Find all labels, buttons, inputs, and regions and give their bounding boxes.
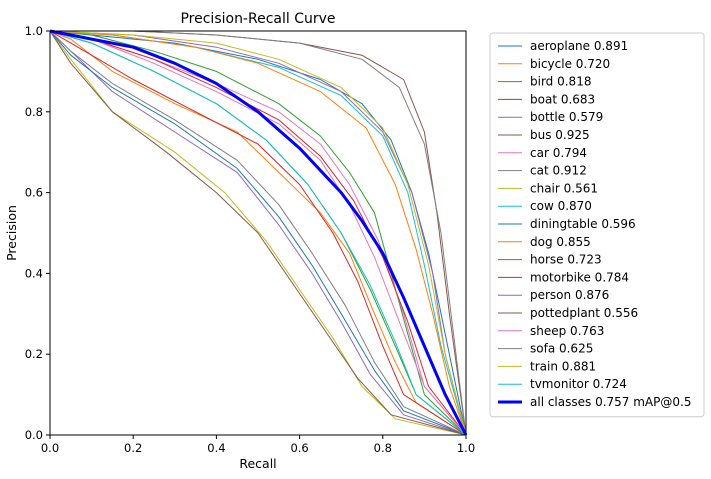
y-tick-label: 0.8 bbox=[25, 105, 43, 119]
legend-box bbox=[489, 32, 705, 418]
legend-entry: train 0.881 bbox=[530, 359, 596, 373]
series-line-14 bbox=[49, 30, 467, 436]
series-line-2 bbox=[49, 30, 467, 436]
x-tick-label: 0.2 bbox=[124, 441, 142, 455]
series-line-13 bbox=[49, 30, 467, 436]
series-line-1 bbox=[49, 30, 467, 436]
legend-entry: person 0.876 bbox=[530, 288, 609, 302]
legend-entry: tvmonitor 0.724 bbox=[530, 377, 627, 391]
legend-entry: aeroplane 0.891 bbox=[530, 39, 628, 53]
legend-entry: dog 0.855 bbox=[530, 235, 591, 249]
y-tick-label: 0.4 bbox=[25, 266, 43, 280]
series-line-17 bbox=[49, 30, 467, 436]
plot-frame bbox=[49, 30, 467, 436]
legend-entry: diningtable 0.596 bbox=[530, 217, 636, 231]
legend-entry: sheep 0.763 bbox=[530, 324, 604, 338]
series-line-11 bbox=[49, 30, 467, 436]
x-tick-label: 1.0 bbox=[457, 441, 475, 455]
series-line-4 bbox=[49, 30, 467, 436]
y-axis-label: Precision bbox=[4, 205, 19, 261]
y-tick-label: 1.0 bbox=[25, 24, 43, 38]
plot-area: 0.0 0.2 0.4 0.6 0.8 1.0 0.0 0.2 0.4 0.6 0.8 1.0 bbox=[25, 24, 475, 455]
legend-entry: motorbike 0.784 bbox=[530, 270, 629, 284]
y-tick-label: 0.2 bbox=[25, 347, 43, 361]
y-tick-label: 0.0 bbox=[25, 428, 43, 442]
series-line-7 bbox=[50, 30, 467, 436]
legend-entry: sofa 0.625 bbox=[530, 342, 593, 356]
legend-entry: bird 0.818 bbox=[530, 75, 591, 89]
legend: aeroplane 0.891 bicycle 0.720 bird 0.818 bo… bbox=[489, 32, 705, 418]
legend-entry: pottedplant 0.556 bbox=[530, 306, 638, 320]
legend-entry: horse 0.723 bbox=[530, 253, 602, 267]
chart-title: Precision-Recall Curve bbox=[180, 11, 335, 27]
series-line-18 bbox=[49, 30, 467, 436]
legend-entry: bicycle 0.720 bbox=[530, 57, 610, 71]
series-line-10 bbox=[49, 30, 467, 436]
legend-entry: bus 0.925 bbox=[530, 128, 590, 142]
series-line-15 bbox=[49, 30, 467, 436]
x-axis-label: Recall bbox=[239, 456, 276, 471]
series-line-19 bbox=[49, 30, 467, 436]
x-tick-label: 0.0 bbox=[41, 441, 59, 455]
series-line-8 bbox=[49, 30, 467, 436]
x-tick-label: 0.6 bbox=[290, 441, 308, 455]
series-line-3 bbox=[49, 30, 467, 436]
legend-entry: bottle 0.579 bbox=[530, 110, 603, 124]
x-tick-label: 0.4 bbox=[207, 441, 225, 455]
series-line-16 bbox=[49, 30, 467, 436]
legend-entry: boat 0.683 bbox=[530, 92, 595, 106]
legend-entry: all classes 0.757 mAP@0.5 bbox=[530, 395, 691, 409]
series-line-20 bbox=[49, 29, 468, 436]
legend-entry: cow 0.870 bbox=[530, 199, 592, 213]
x-tick-label: 0.8 bbox=[374, 441, 392, 455]
y-tick-label: 0.6 bbox=[25, 186, 43, 200]
legend-entry: car 0.794 bbox=[530, 146, 587, 160]
legend-entry: chair 0.561 bbox=[530, 181, 598, 195]
legend-entry: cat 0.912 bbox=[530, 164, 587, 178]
